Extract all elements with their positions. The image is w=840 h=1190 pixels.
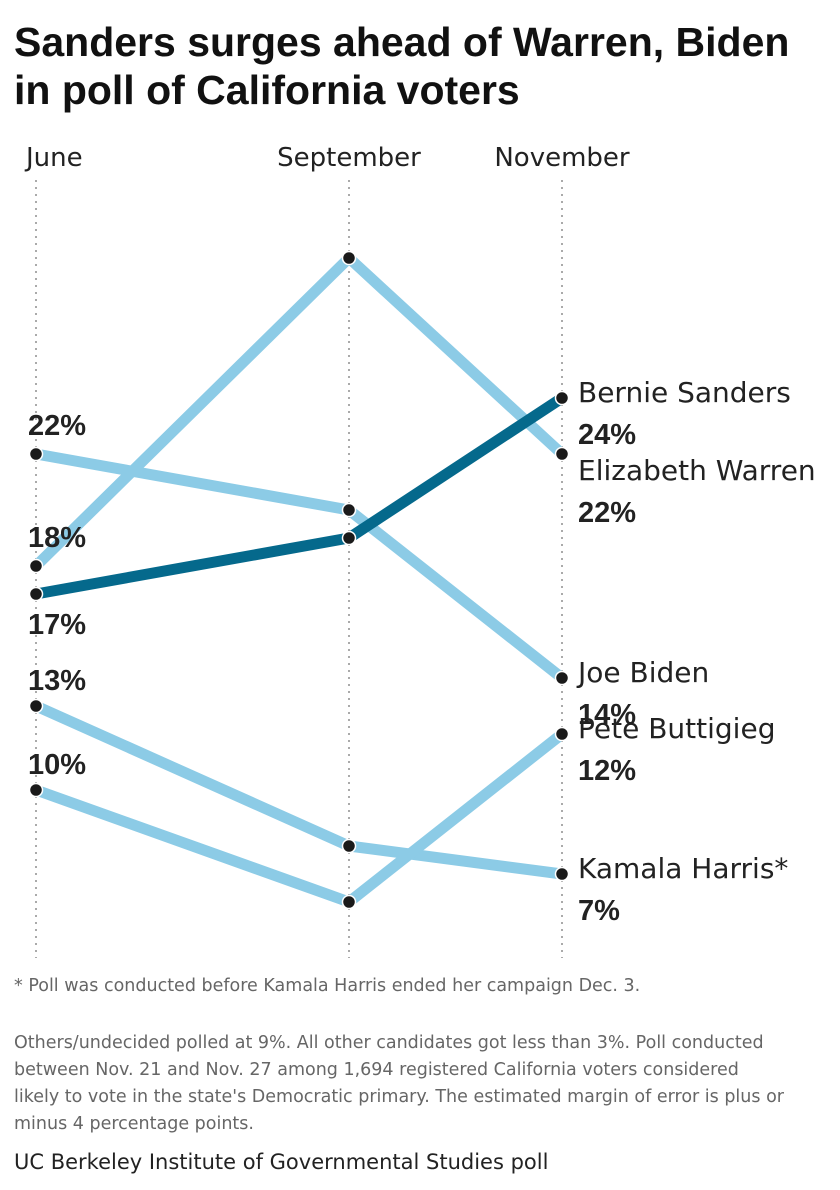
data-point-pete-buttigieg-september	[341, 894, 357, 910]
column-label-june: June	[24, 143, 83, 173]
data-point-pete-buttigieg-november	[554, 726, 570, 742]
methodology-note: Others/undecided polled at 9%. All other…	[14, 1033, 784, 1134]
series-name-joe-biden: Joe Biden	[576, 656, 709, 689]
series-name-kamala-harris: Kamala Harris*	[578, 852, 788, 885]
column-label-september: September	[277, 143, 421, 173]
chart-title: Sanders surges ahead of Warren, Biden in…	[14, 19, 790, 113]
data-point-joe-biden-june	[28, 446, 44, 462]
value-label-pete-buttigieg-june: 10%	[28, 749, 86, 781]
series-name-pete-buttigieg: Pete Buttigieg	[578, 712, 775, 745]
data-point-pete-buttigieg-june	[28, 782, 44, 798]
column-label-november: November	[494, 143, 630, 173]
value-label-kamala-harris-june: 13%	[28, 665, 86, 697]
value-label-bernie-sanders-june: 17%	[28, 609, 86, 641]
data-point-elizabeth-warren-november	[554, 446, 570, 462]
data-point-joe-biden-november	[554, 670, 570, 686]
data-point-kamala-harris-november	[554, 866, 570, 882]
series-line-elizabeth-warren	[32, 252, 566, 570]
data-point-elizabeth-warren-june	[28, 558, 44, 574]
data-point-bernie-sanders-september	[341, 530, 357, 546]
data-point-elizabeth-warren-september	[341, 250, 357, 266]
value-label-elizabeth-warren-june: 18%	[28, 522, 86, 554]
value-label-pete-buttigieg-november: 12%	[578, 755, 636, 787]
source-credit: UC Berkeley Institute of Governmental St…	[14, 1150, 549, 1174]
footnote: * Poll was conducted before Kamala Harri…	[14, 976, 641, 996]
value-label-joe-biden-june: 22%	[28, 410, 86, 442]
value-label-bernie-sanders-november: 24%	[578, 419, 636, 451]
data-point-kamala-harris-september	[341, 838, 357, 854]
slope-chart: June September November 18% Elizabeth Warre…	[24, 143, 816, 958]
series-name-bernie-sanders: Bernie Sanders	[578, 376, 791, 409]
data-point-bernie-sanders-november	[554, 390, 570, 406]
data-point-bernie-sanders-june	[28, 586, 44, 602]
value-label-kamala-harris-november: 7%	[578, 895, 620, 927]
data-point-joe-biden-september	[341, 502, 357, 518]
value-label-elizabeth-warren-november: 22%	[578, 497, 636, 529]
series-name-elizabeth-warren: Elizabeth Warren	[578, 454, 816, 487]
data-point-kamala-harris-june	[28, 698, 44, 714]
value-label-joe-biden-november: 14%	[578, 699, 636, 731]
